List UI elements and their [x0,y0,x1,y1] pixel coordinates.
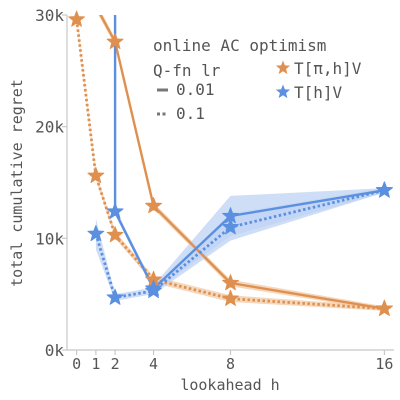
series-markers [68,10,393,316]
legend-operator-label: T[h]V [294,83,343,102]
y-tick-label: 20k [35,118,64,137]
orange-lr-001-marker [145,197,163,214]
y-tick-label: 30k [35,6,64,25]
orange-lr-01-marker [87,166,105,184]
blue-lr-01-marker [222,218,239,235]
legend-title: online AC optimism [153,36,326,55]
legend-lr-entries: 0.01 0.1 [157,80,215,123]
blue-lr-01-band [95,188,385,301]
blue-lr-01-marker [375,181,393,198]
x-tick-label: 1 [91,355,100,373]
legend-operator-label: T[π,h]V [294,59,362,78]
legend-lr-label: 0.1 [176,104,205,123]
orange-lr-001-marker [106,32,124,50]
blue-lr-01-marker [106,288,124,305]
orange-lr-01-marker [106,226,124,243]
y-tick-label: 0k [45,341,65,360]
legend-lr-label: 0.01 [176,80,215,99]
x-tick-label: 8 [226,355,235,373]
legend-operator-entries: T[π,h]V T[h]V [275,59,362,102]
y-tick-label: 10k [35,229,64,248]
x-tick-label: 16 [375,355,393,373]
orange-lr-01-marker [375,299,393,316]
x-ticks: 0 1 2 4 8 16 [72,350,393,373]
legend-lr-title: Q-fn lr [153,61,221,80]
x-tick-label: 4 [149,355,158,373]
x-tick-label: 2 [111,355,120,373]
x-tick-label: 0 [72,355,81,373]
blue-lr-01-marker [87,224,105,242]
legend-operator-marker [275,84,291,99]
blue-lr-001-marker [106,202,124,219]
y-ticks: 0k 10k 20k 30k [35,6,67,360]
legend: online AC optimism Q-fn lr 0.01 0.1 T[π,h… [153,36,362,123]
orange-lr-001-marker [222,274,239,291]
blue-lr-01-marker [145,281,163,299]
orange-lr-01-line [75,19,385,311]
y-axis-label: total cumulative regret [8,79,26,287]
orange-lr-01-marker [222,289,239,306]
orange-lr-01-marker [68,10,86,27]
x-axis-label: lookahead h [180,376,279,394]
legend-operator-marker [275,60,291,75]
